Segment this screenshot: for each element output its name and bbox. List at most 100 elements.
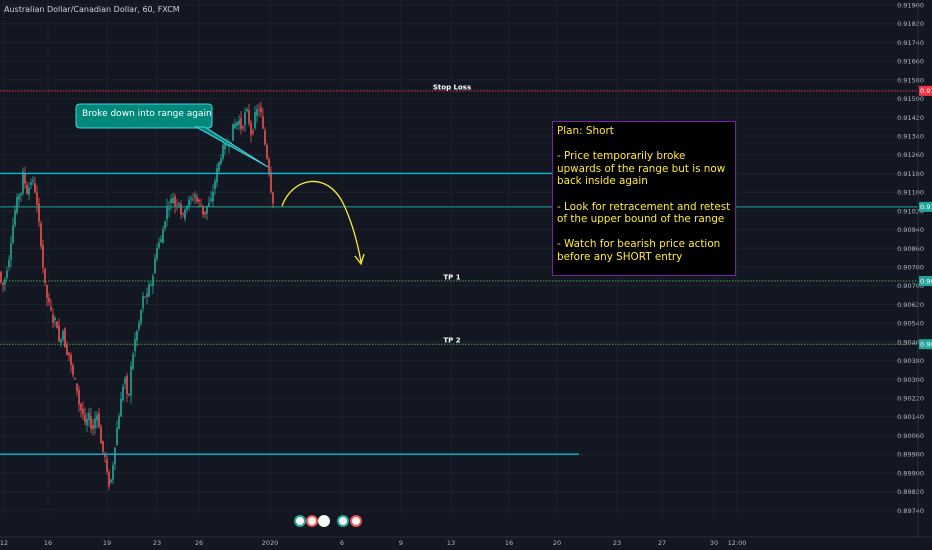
candle-body	[174, 196, 176, 206]
candle-body	[48, 297, 50, 303]
tp2-label: TP 2	[443, 337, 460, 345]
candle-body	[254, 112, 256, 129]
y-tick-label: 0.90620	[897, 301, 924, 309]
chart-grid	[0, 0, 918, 515]
candle-body	[242, 126, 244, 129]
y-tick-label: 0.91020	[897, 207, 924, 215]
candle-body	[142, 296, 144, 309]
candle-body	[140, 309, 142, 323]
candle-body	[194, 194, 196, 198]
candle-body	[256, 109, 258, 116]
candle-body	[52, 314, 54, 323]
economic-event-icon[interactable]	[337, 515, 349, 527]
candle-body	[84, 414, 86, 423]
y-tick-label: 0.90460	[897, 338, 924, 346]
candle-body	[154, 258, 156, 274]
y-tick-label: 0.91660	[897, 58, 924, 66]
candle-body	[66, 344, 68, 355]
candle-body	[148, 284, 150, 297]
plan-line: - Watch for bearish price action	[557, 238, 721, 251]
candle-body	[248, 110, 250, 124]
y-tick-label: 0.90700	[897, 282, 924, 290]
y-tick-label: 0.91340	[897, 133, 924, 141]
candle-body	[72, 365, 74, 375]
candle-body	[106, 458, 108, 472]
symbol-title[interactable]: Australian Dollar/Canadian Dollar, 60, F…	[4, 5, 180, 14]
y-tick-label: 0.90140	[897, 413, 924, 421]
candle-body	[116, 428, 118, 446]
plan-note: Plan: Short - Price temporarily broke upwa…	[552, 121, 736, 276]
x-tick-label: 20	[553, 539, 561, 547]
time-axis[interactable]: 12 16 19 23 26 2020 6 9 13 16 20 23 27 30 12:00	[0, 536, 932, 547]
economic-event-icon[interactable]	[306, 515, 318, 527]
candle-body	[108, 472, 110, 487]
candle-body	[144, 296, 146, 298]
plan-line: back inside again	[557, 175, 648, 188]
candle-body	[34, 183, 36, 193]
candle-body	[196, 196, 198, 202]
candle-body	[118, 416, 120, 429]
candle-body	[138, 322, 140, 329]
candle-body	[214, 180, 216, 189]
y-tick-label: 0.90220	[897, 395, 924, 403]
candle-body	[86, 419, 88, 425]
candle-body	[250, 122, 252, 136]
x-tick-label: 16	[505, 539, 513, 547]
x-tick-label: 12	[0, 539, 8, 547]
candle-body	[132, 354, 134, 369]
event-icons[interactable]	[294, 515, 362, 527]
candle-body	[2, 282, 4, 285]
candle-body	[44, 268, 46, 284]
candle-body	[232, 123, 234, 141]
candle-body	[244, 112, 246, 126]
candle-body	[16, 197, 18, 213]
projection-arrowhead	[354, 253, 365, 266]
candle-body	[24, 172, 26, 184]
candle-body	[70, 355, 72, 366]
candle-body	[62, 331, 64, 340]
candle-body	[210, 198, 212, 202]
candle-body	[80, 403, 82, 411]
candle-body	[234, 123, 236, 129]
x-tick-label: 9	[399, 539, 403, 547]
candle-body	[68, 352, 70, 356]
candle-body	[42, 245, 44, 268]
plan-line: Plan: Short	[557, 125, 614, 137]
x-tick-label: 13	[447, 539, 455, 547]
price-axis[interactable]: 0.91900 0.91820 0.91740 0.91660 0.91580 0.915…	[897, 0, 924, 537]
y-tick-label: 0.89740	[897, 507, 924, 515]
candle-body	[58, 325, 60, 342]
candle-body	[264, 130, 266, 145]
candle-body	[224, 143, 226, 150]
candle-body	[164, 221, 166, 229]
candle-body	[162, 229, 164, 244]
candle-body	[110, 479, 112, 483]
y-tick-label: 0.89820	[897, 488, 924, 496]
candle-body	[96, 415, 98, 421]
economic-event-icon[interactable]	[294, 515, 306, 527]
economic-event-icon[interactable]	[318, 515, 330, 527]
candle-body	[272, 192, 274, 204]
candle-body	[166, 206, 168, 220]
y-tick-label: 0.91180	[897, 170, 924, 178]
candle-body	[124, 378, 126, 384]
candle-body	[134, 338, 136, 352]
plan-line	[557, 138, 731, 151]
economic-event-icon[interactable]	[350, 515, 362, 527]
candle-body	[218, 162, 220, 171]
y-tick-label: 0.90380	[897, 357, 924, 365]
x-tick-label: 26	[195, 539, 203, 547]
candle-body	[220, 158, 222, 164]
candle-body	[26, 184, 28, 194]
candle-body	[240, 118, 242, 129]
y-tick-label: 0.91580	[897, 76, 924, 84]
callout-label: Broke down into range again	[82, 109, 212, 119]
candle-body	[150, 284, 152, 286]
tp2-price-text: 0.90450	[920, 341, 932, 349]
current-price-tag	[919, 201, 932, 212]
stop-loss-label: Stop Loss	[433, 83, 471, 91]
candle-body	[156, 247, 158, 260]
candle-body	[204, 211, 206, 215]
candle-body	[130, 366, 132, 396]
